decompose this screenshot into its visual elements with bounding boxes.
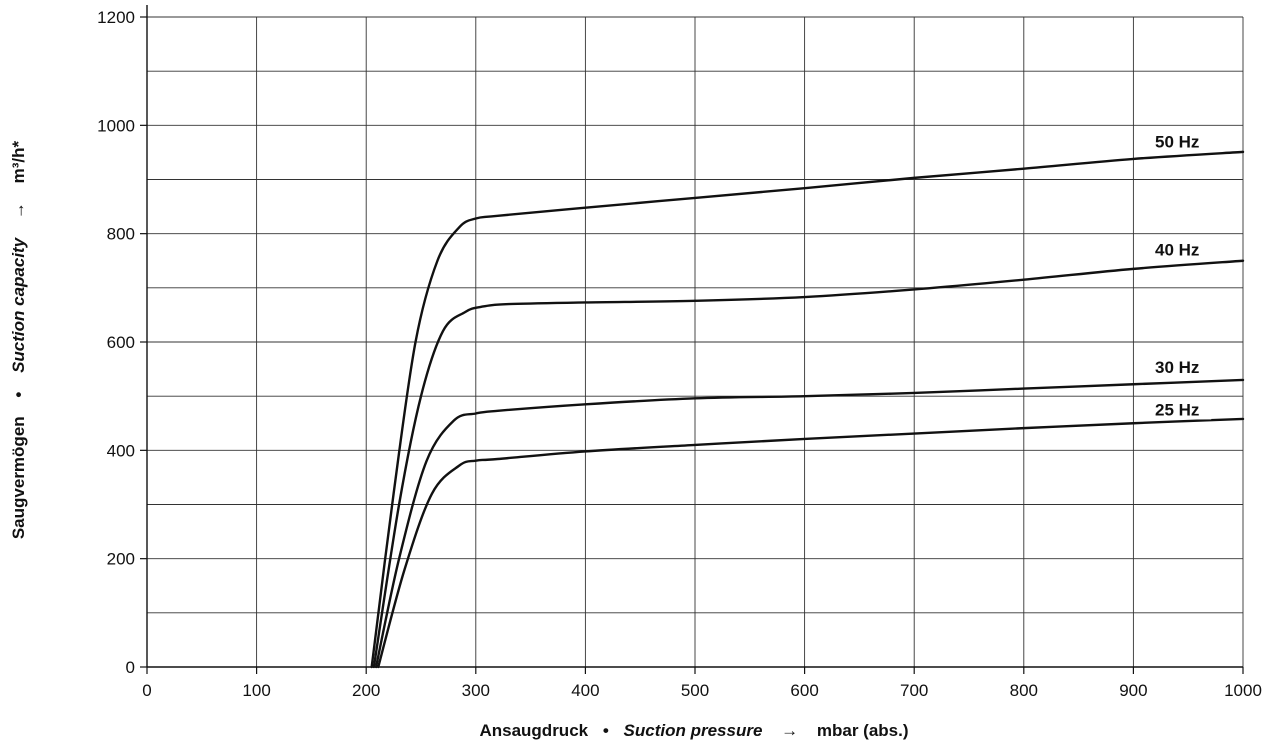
x-tick-label-10: 1000 [1224, 681, 1262, 700]
x-axis-title-separator: • [603, 721, 609, 740]
series-line-50-hz [370, 150, 1245, 669]
y-axis-title-separator: • [9, 392, 28, 398]
y-tick-label-1: 200 [107, 550, 135, 569]
series-label-30-hz: 30 Hz [1155, 358, 1199, 377]
y-tick-label-0: 0 [126, 658, 135, 677]
series-line-25-hz [377, 417, 1245, 669]
x-tick-label-0: 0 [142, 681, 151, 700]
x-tick-label-7: 700 [900, 681, 928, 700]
y-tick-label-4: 800 [107, 225, 135, 244]
x-axis-title-secondary: Suction pressure [624, 721, 763, 740]
y-axis-title-unit: m³/h* [9, 140, 28, 183]
x-axis-title-primary: Ansaugdruck [479, 721, 588, 740]
x-axis-title: Ansaugdruck • Suction pressure → mbar (a… [479, 721, 908, 740]
y-axis-title-primary: Saugvermögen [9, 416, 28, 539]
series-label-40-hz: 40 Hz [1155, 241, 1199, 260]
x-axis-title-arrow: → [781, 721, 798, 740]
series-label-bg-25-hz [1143, 399, 1212, 420]
series-line-30-hz [374, 378, 1245, 669]
x-tick-label-3: 300 [462, 681, 490, 700]
x-tick-label-6: 600 [790, 681, 818, 700]
grid [147, 16, 1244, 667]
x-tick-label-9: 900 [1119, 681, 1147, 700]
y-tick-label-2: 400 [107, 441, 135, 460]
y-tick-label-6: 1200 [97, 8, 135, 27]
series-label-25-hz: 25 Hz [1155, 400, 1199, 419]
y-tick-label-3: 600 [107, 333, 135, 352]
x-tick-label-1: 100 [242, 681, 270, 700]
series-label-bg-30-hz [1143, 357, 1212, 378]
series-label-bg-40-hz [1143, 239, 1212, 260]
x-tick-label-5: 500 [681, 681, 709, 700]
series-labels: 50 Hz 40 Hz 30 Hz 25 Hz [1143, 131, 1212, 420]
y-axis-title-arrow: → [9, 202, 28, 219]
series-label-50-hz: 50 Hz [1155, 132, 1199, 151]
series-lines [370, 150, 1245, 669]
y-axis-title-secondary: Suction capacity [9, 236, 28, 373]
x-axis-title-unit: mbar (abs.) [817, 721, 909, 740]
x-tick-label-8: 800 [1010, 681, 1038, 700]
tick-labels: 0 100 200 300 400 500 600 700 800 900 1000 0 200 400 6… [97, 8, 1262, 700]
x-tick-label-2: 200 [352, 681, 380, 700]
y-axis-title: Saugvermögen • Suction capacity → m³/h* [9, 140, 28, 539]
y-tick-label-5: 1000 [97, 116, 135, 135]
series-line-40-hz [372, 259, 1245, 669]
series-label-bg-50-hz [1143, 131, 1212, 152]
x-tick-label-4: 400 [571, 681, 599, 700]
axes [140, 5, 1244, 674]
